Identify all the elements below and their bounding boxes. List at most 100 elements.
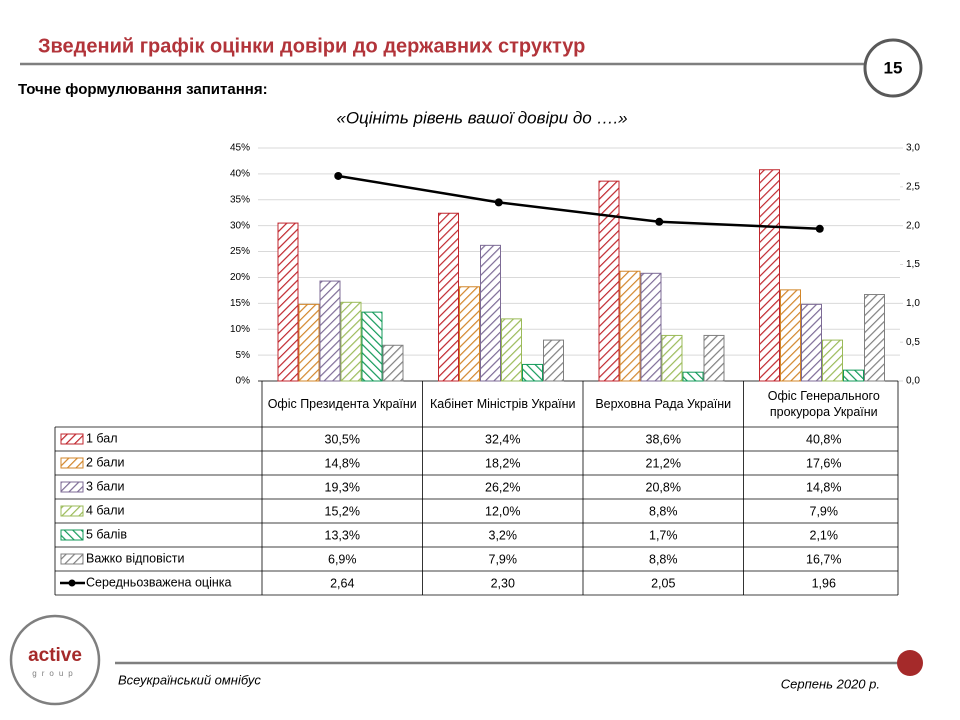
table-value: 14,8% bbox=[325, 456, 360, 470]
bar bbox=[661, 334, 683, 382]
table-value: 32,4% bbox=[485, 432, 520, 446]
y2-tick-label: 0,0 bbox=[906, 376, 920, 387]
table-value: 1,96 bbox=[812, 576, 836, 590]
bar bbox=[382, 344, 404, 382]
table-value: 8,8% bbox=[649, 552, 678, 566]
question-text: «Оцініть рівень вашої довіри до ….» bbox=[336, 108, 627, 127]
table-value: 15,2% bbox=[325, 504, 360, 518]
bar bbox=[801, 303, 822, 382]
table-value: 7,9% bbox=[810, 504, 839, 518]
table-value: 14,8% bbox=[806, 480, 841, 494]
y-tick-label: 30% bbox=[230, 220, 250, 231]
bar bbox=[843, 369, 864, 382]
table-value: 12,0% bbox=[485, 504, 520, 518]
legend-swatch bbox=[68, 579, 76, 587]
table-value: 3,2% bbox=[489, 528, 518, 542]
line-point bbox=[655, 217, 664, 226]
table-value: 21,2% bbox=[646, 456, 681, 470]
legend-swatch bbox=[60, 505, 84, 517]
y-tick-label: 35% bbox=[230, 194, 250, 205]
legend-swatch bbox=[60, 553, 84, 565]
legend-label: 4 бали bbox=[86, 503, 125, 517]
bar bbox=[703, 334, 725, 382]
bar bbox=[682, 371, 704, 382]
y-tick-label: 10% bbox=[230, 324, 250, 335]
category-label: Офіс Генерального прокурора України bbox=[767, 388, 880, 419]
y-tick-label: 40% bbox=[230, 169, 250, 180]
table-value: 2,64 bbox=[330, 576, 354, 590]
table-value: 2,1% bbox=[810, 528, 839, 542]
bar bbox=[277, 222, 299, 382]
y2-tick-label: 2,5 bbox=[906, 181, 920, 192]
bar bbox=[864, 294, 885, 382]
bar bbox=[501, 318, 522, 382]
table-value: 6,9% bbox=[328, 552, 357, 566]
table-value: 2,05 bbox=[651, 576, 675, 590]
footer-left: Всеукраїнський омнібус bbox=[118, 672, 261, 687]
bar bbox=[480, 244, 501, 382]
bar bbox=[619, 270, 641, 382]
table-value: 7,9% bbox=[489, 552, 518, 566]
bar bbox=[298, 303, 320, 382]
table-value: 13,3% bbox=[325, 528, 360, 542]
y2-tick-label: 1,0 bbox=[906, 298, 920, 309]
y-tick-label: 5% bbox=[236, 350, 251, 361]
slide-title: Зведений графік оцінки довіри до державн… bbox=[38, 35, 585, 57]
bar bbox=[438, 212, 459, 382]
line-point bbox=[334, 171, 343, 180]
table-value: 16,7% bbox=[806, 552, 841, 566]
table-value: 40,8% bbox=[806, 432, 841, 446]
line-point bbox=[815, 224, 824, 233]
y2-tick-label: 2,0 bbox=[906, 220, 920, 231]
bar bbox=[340, 301, 362, 382]
y2-tick-label: 3,0 bbox=[906, 143, 920, 154]
bar bbox=[361, 311, 383, 382]
logo-circle bbox=[9, 614, 101, 706]
legend-swatch bbox=[60, 529, 84, 541]
legend-label: 3 бали bbox=[86, 479, 125, 493]
legend-label: Важко відповісти bbox=[86, 551, 185, 565]
table-value: 26,2% bbox=[485, 480, 520, 494]
y2-tick-label: 1,5 bbox=[906, 259, 920, 270]
legend-label: Середньозважена оцінка bbox=[86, 575, 231, 589]
category-label: Кабінет Міністрів України bbox=[429, 396, 576, 411]
table-value: 2,30 bbox=[491, 576, 515, 590]
question-label: Точне формулювання запитання: bbox=[18, 81, 268, 98]
footer-right: Серпень 2020 р. bbox=[781, 676, 880, 691]
legend-swatch bbox=[60, 433, 84, 445]
y-tick-label: 15% bbox=[230, 298, 250, 309]
y-tick-label: 20% bbox=[230, 272, 250, 283]
category-label: Верховна Рада України bbox=[595, 396, 732, 411]
bar bbox=[640, 272, 662, 382]
table-value: 18,2% bbox=[485, 456, 520, 470]
y2-tick-label: 0,5 bbox=[906, 337, 920, 348]
logo-name: active bbox=[28, 645, 82, 666]
bar bbox=[598, 180, 620, 382]
table-value: 38,6% bbox=[646, 432, 681, 446]
bar bbox=[780, 289, 801, 382]
legend-label: 2 бали bbox=[86, 455, 125, 469]
bar bbox=[459, 286, 480, 382]
bar bbox=[759, 169, 780, 382]
page-number: 15 bbox=[884, 58, 903, 77]
bar bbox=[522, 363, 543, 382]
legend-label: 5 балів bbox=[86, 527, 127, 541]
table-value: 17,6% bbox=[806, 456, 841, 470]
table-value: 30,5% bbox=[325, 432, 360, 446]
table-value: 20,8% bbox=[646, 480, 681, 494]
legend-swatch bbox=[60, 457, 84, 469]
y-tick-label: 25% bbox=[230, 246, 250, 257]
category-label: Офіс Президента України bbox=[267, 396, 417, 411]
y-tick-label: 0% bbox=[236, 376, 251, 387]
table-value: 19,3% bbox=[325, 480, 360, 494]
line-point bbox=[494, 198, 503, 207]
table-value: 8,8% bbox=[649, 504, 678, 518]
logo-tagline: group bbox=[32, 669, 77, 678]
line-series bbox=[338, 174, 820, 231]
bar bbox=[543, 339, 564, 382]
legend-swatch bbox=[60, 481, 84, 493]
bar bbox=[319, 280, 341, 382]
bar bbox=[822, 339, 843, 382]
